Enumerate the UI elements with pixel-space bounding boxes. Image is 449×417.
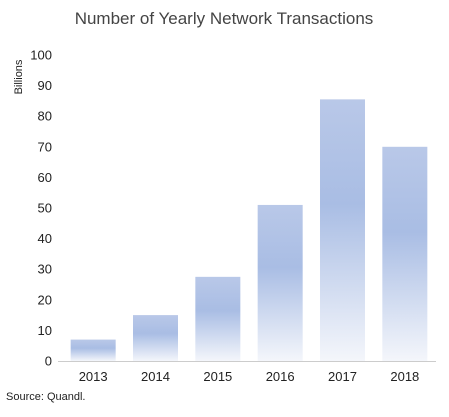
bar-2016 xyxy=(257,204,303,361)
y-tick-label: 60 xyxy=(38,170,52,185)
x-tick-label: 2015 xyxy=(203,369,232,384)
y-tick-label: 20 xyxy=(38,292,52,307)
x-tick-label: 2014 xyxy=(141,369,170,384)
y-tick-label: 70 xyxy=(38,139,52,154)
y-tick-label: 10 xyxy=(38,323,52,338)
y-axis-ticks: 0 10 20 30 40 50 60 70 80 90 100 xyxy=(30,48,52,369)
x-tick-label: 2017 xyxy=(328,369,357,384)
x-axis-ticks: 2013 2014 2015 2016 2017 2018 xyxy=(79,369,420,384)
bar-2015 xyxy=(195,276,241,361)
chart-title: Number of Yearly Network Transactions xyxy=(75,9,374,28)
bar-2017 xyxy=(320,99,365,362)
y-tick-label: 90 xyxy=(38,78,52,93)
bar-2018 xyxy=(382,146,428,361)
bar-2014 xyxy=(133,315,178,361)
x-tick-label: 2018 xyxy=(390,369,419,384)
y-tick-label: 0 xyxy=(45,354,52,369)
y-tick-label: 50 xyxy=(38,201,52,216)
y-tick-label: 40 xyxy=(38,231,52,246)
y-tick-label: 100 xyxy=(30,48,52,63)
x-tick-label: 2016 xyxy=(266,369,295,384)
y-tick-label: 30 xyxy=(38,262,52,277)
y-tick-label: 80 xyxy=(38,109,52,124)
bar-2013 xyxy=(70,339,116,361)
x-tick-label: 2013 xyxy=(79,369,108,384)
bars-group xyxy=(70,99,428,362)
source-note: Source: Quandl. xyxy=(6,391,86,403)
y-axis-label: Billions xyxy=(13,59,25,94)
